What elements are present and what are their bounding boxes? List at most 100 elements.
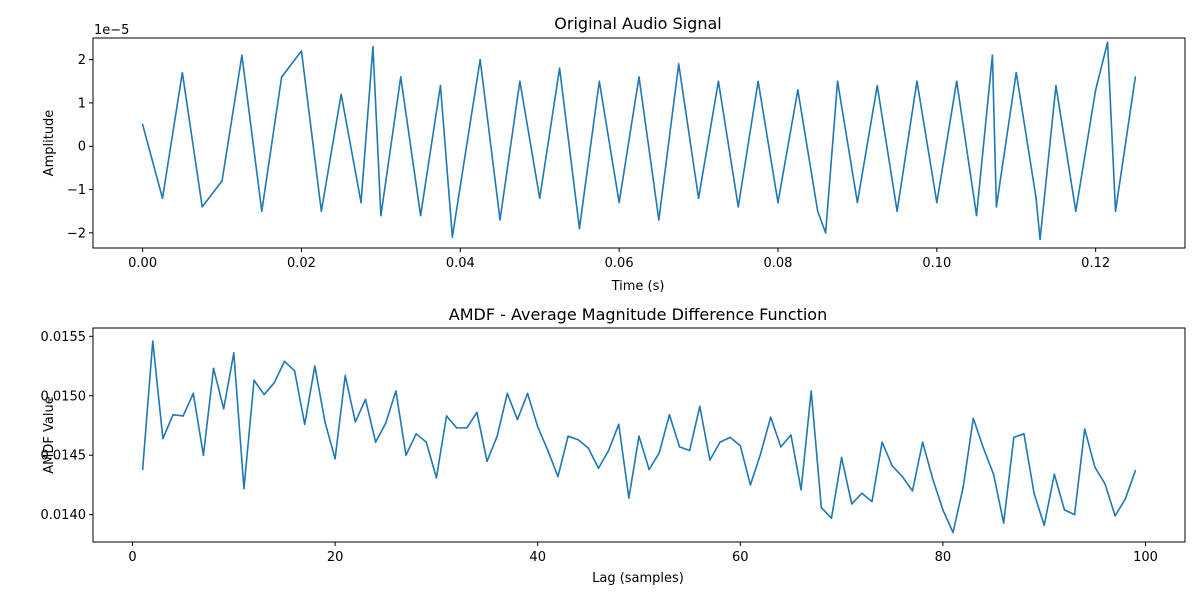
amdf-y-tick-label: 0.0140 [41, 508, 87, 523]
signal-point [519, 80, 521, 83]
signal-point [451, 236, 454, 238]
amdf-point [921, 441, 924, 443]
amdf-point [212, 367, 215, 370]
signal-point [896, 210, 898, 212]
signal-point [380, 214, 382, 217]
amdf-y-axis-label: AMDF Value [42, 396, 57, 473]
signal-point [360, 201, 362, 204]
signal-point [991, 54, 994, 57]
amdf-series [141, 340, 1137, 534]
amdf-point [1043, 524, 1045, 527]
amdf-point [172, 413, 174, 416]
signal-point [975, 214, 978, 217]
amdf-x-tick-label: 20 [327, 550, 344, 565]
amdf-point [942, 509, 944, 511]
amdf-y-tick-label: 0.0145 [41, 449, 87, 464]
amdf-point [668, 413, 671, 416]
signal-point [737, 206, 740, 208]
signal-point [757, 80, 759, 83]
amdf-point [557, 475, 559, 478]
signal-point [340, 93, 342, 96]
signal-point [419, 214, 422, 217]
amdf-point [526, 392, 529, 395]
signal-point [995, 206, 998, 208]
amdf-point [729, 436, 731, 439]
amdf-point [151, 340, 154, 342]
amdf-x-tick-label: 100 [1133, 550, 1158, 565]
signal-point [455, 210, 458, 212]
amdf-point [1002, 522, 1005, 524]
signal-point [717, 80, 720, 83]
amdf-point [972, 417, 975, 420]
signal-point [797, 89, 799, 91]
amdf-point [273, 381, 276, 384]
amdf-point [719, 441, 721, 443]
amdf-point [202, 454, 205, 457]
amdf-point [233, 352, 235, 354]
amdf-x-axis-label: Lag (samples) [592, 571, 684, 586]
amdf-point [141, 468, 144, 471]
signal-point [836, 80, 839, 83]
signal-point [677, 63, 680, 65]
amdf-point [263, 393, 265, 396]
signal-point [658, 219, 660, 221]
amdf-point [354, 421, 357, 423]
signal-point [300, 50, 303, 52]
amdf-point [253, 379, 255, 382]
amdf-point [182, 415, 184, 417]
amdf-point [952, 531, 954, 534]
amdf-y-tick-label: 0.0155 [41, 330, 87, 345]
signal-series [141, 41, 1137, 241]
signal-x-tick-label: 0.08 [764, 256, 793, 271]
amdf-point [790, 434, 792, 436]
amdf-point [982, 447, 985, 449]
amdf-point [496, 435, 498, 437]
amdf-point [243, 487, 245, 490]
amdf-point [1073, 513, 1076, 516]
amdf-point [688, 449, 691, 452]
signal-point [538, 197, 541, 200]
signal-point [1134, 76, 1137, 78]
signal-point [578, 227, 581, 230]
signal-point [1114, 210, 1117, 212]
amdf-point [597, 467, 600, 470]
signal-x-axis-label: Time (s) [611, 279, 665, 294]
amdf-point [314, 365, 316, 367]
signal-y-tick-label: −1 [67, 183, 86, 198]
amdf-point [698, 405, 701, 408]
signal-x-tick-label: 0.10 [922, 256, 951, 271]
signal-point [1035, 197, 1037, 200]
signal-y-tick-label: 2 [78, 53, 86, 68]
signal-point [1039, 238, 1041, 241]
signal-point [618, 201, 620, 204]
amdf-point [800, 488, 802, 491]
amdf-point [881, 441, 883, 443]
signal-y-offset-label: 1e−5 [94, 23, 129, 38]
amdf-point [465, 427, 468, 429]
amdf-point [506, 392, 509, 395]
amdf-point [1063, 509, 1066, 511]
signal-y-axis-label: Amplitude [42, 110, 57, 177]
signal-y-ticks: −2 −1 0 1 2 [67, 53, 93, 241]
signal-y-tick-label: 1 [78, 96, 86, 111]
amdf-point [901, 475, 904, 478]
signal-point [816, 210, 819, 212]
signal-x-tick-label: 0.12 [1081, 256, 1110, 271]
signal-y-tick-label: 0 [78, 140, 86, 155]
amdf-point [1053, 473, 1056, 476]
amdf-x-tick-label: 80 [935, 550, 952, 565]
signal-point [824, 232, 827, 234]
amdf-x-tick-label: 60 [732, 550, 749, 565]
amdf-point [648, 468, 650, 471]
signal-point [260, 210, 263, 212]
amdf-point [628, 497, 630, 499]
signal-point [320, 210, 323, 212]
signal-point [499, 219, 501, 221]
signal-point [1015, 71, 1018, 74]
signal-point [1106, 41, 1109, 44]
amdf-point [678, 446, 681, 448]
amdf-point [749, 484, 752, 486]
amdf-point [516, 418, 519, 421]
amdf-point [607, 449, 610, 452]
